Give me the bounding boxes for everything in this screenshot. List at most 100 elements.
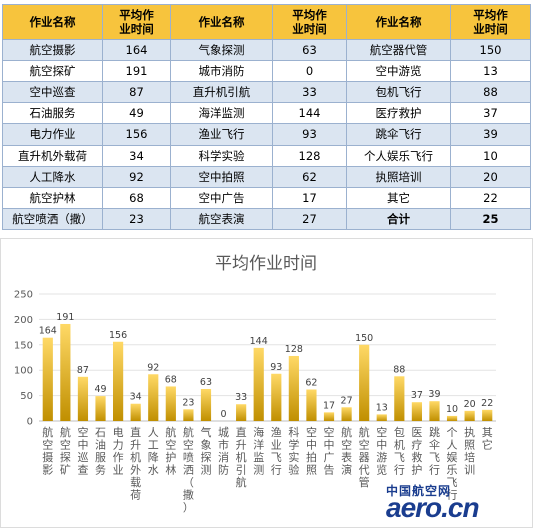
bar-chart: 平均作业时间 0 50 100 150 200 250 164 航空摄影 191 航空探矿 87 空中巡… (0, 238, 533, 528)
avg-time-cell: 33 (272, 81, 347, 104)
avg-time-cell: 128 (272, 144, 347, 167)
activity-name-cell: 航空摄影 (2, 38, 103, 62)
x-tick-label: 渔业飞行 (271, 426, 282, 477)
avg-time-cell: 191 (102, 60, 171, 83)
x-tick-label: 空中广告 (324, 425, 335, 477)
x-tick-label: 人工降水 (148, 426, 159, 477)
data-label: 23 (182, 397, 194, 408)
activity-name-cell: 包机飞行 (346, 81, 451, 104)
data-label: 92 (147, 362, 159, 373)
activity-name-cell: 医疗救护 (346, 102, 451, 125)
activity-name-cell: 航空护林 (2, 186, 103, 209)
x-tick-label: 医疗救护 (411, 426, 422, 477)
data-label: 0 (221, 409, 227, 420)
header-time-2: 平均作 业时间 (272, 4, 347, 40)
activity-name-cell: 航空器代管 (346, 38, 451, 62)
x-tick-label: 包机飞行 (394, 426, 405, 477)
avg-time-cell: 150 (450, 38, 531, 62)
x-tick-label: 航空摄影 (42, 425, 53, 477)
activity-name-cell: 跳伞飞行 (346, 123, 451, 146)
data-label: 20 (464, 399, 476, 410)
x-tick-label: 航空探矿 (60, 425, 71, 477)
activity-name-cell: 航空表演 (170, 207, 273, 231)
data-label: 62 (305, 378, 317, 389)
avg-time-cell: 62 (272, 165, 347, 188)
bar (183, 409, 194, 421)
x-tick-label: 其它 (482, 426, 493, 452)
data-label: 17 (323, 400, 335, 411)
avg-time-cell: 10 (450, 144, 531, 167)
activity-name-cell: 空中拍照 (170, 165, 273, 188)
data-label: 68 (165, 374, 177, 385)
x-tick-label: 跳伞飞行 (429, 425, 440, 477)
avg-time-cell: 34 (102, 144, 171, 167)
activity-name-cell: 空中广告 (170, 186, 273, 209)
data-label: 37 (411, 390, 423, 401)
avg-time-cell: 87 (102, 81, 171, 104)
table-header-row: 作业名称 平均作 业时间 作业名称 平均作 业时间 作业名称 平均作 业时间 (2, 4, 531, 40)
bar (288, 355, 299, 421)
data-label: 39 (428, 389, 440, 400)
data-label: 144 (250, 336, 268, 347)
bar (130, 403, 141, 421)
avg-time-cell: 63 (272, 38, 347, 62)
activity-name-cell: 城市消防 (170, 60, 273, 83)
activity-name-cell: 空中巡查 (2, 81, 103, 104)
bar (60, 323, 71, 421)
bar (306, 389, 317, 421)
data-label: 128 (285, 344, 303, 355)
data-label: 191 (56, 312, 74, 323)
bar (464, 410, 475, 421)
watermark-en: aero.cn (386, 492, 480, 523)
table-row: 航空喷洒（撒） 23 航空表演 27 合计 25 (2, 207, 531, 231)
x-tick-label: 直升机外载荷 (130, 425, 141, 502)
avg-time-cell: 92 (102, 165, 171, 188)
avg-time-cell: 93 (272, 123, 347, 146)
bar (341, 407, 352, 421)
avg-time-cell: 17 (272, 186, 347, 209)
avg-time-cell: 20 (450, 165, 531, 188)
x-tick-label: 空中游览 (376, 425, 387, 477)
activity-name-cell: 渔业飞行 (170, 123, 273, 146)
activity-name-cell: 直升机外载荷 (2, 144, 103, 167)
x-tick-label: 执照培训 (464, 425, 475, 477)
activity-name-cell: 航空探矿 (2, 60, 103, 83)
activity-name-cell: 直升机引航 (170, 81, 273, 104)
avg-time-cell: 13 (450, 60, 531, 83)
data-label: 93 (270, 362, 282, 373)
data-label: 22 (481, 398, 493, 409)
activity-name-cell: 航空喷洒（撒） (2, 207, 103, 231)
bar (446, 415, 458, 421)
activity-name-cell: 海洋监测 (170, 102, 273, 125)
x-tick-label: 石油服务 (95, 426, 106, 477)
avg-time-cell: 49 (102, 102, 171, 125)
avg-time-cell: 37 (450, 102, 531, 125)
bar (411, 402, 423, 421)
activity-name-cell: 其它 (346, 186, 451, 209)
table-row: 航空摄影 164 气象探测 63 航空器代管 150 (2, 38, 531, 62)
y-tick-label: 150 (14, 340, 33, 351)
activity-name-cell: 空中游览 (346, 60, 451, 83)
data-label: 13 (376, 402, 388, 413)
bar (42, 337, 53, 421)
x-tick-label: 电力作业 (113, 426, 124, 477)
bar (77, 376, 89, 421)
data-label: 88 (393, 364, 405, 375)
activity-name-cell: 执照培训 (346, 165, 451, 188)
x-tick-label: 航空表演 (341, 425, 352, 477)
y-tick-label: 0 (27, 417, 33, 428)
watermark-cn: 中国航空网 (386, 484, 452, 498)
table-row: 航空护林 68 空中广告 17 其它 22 (2, 186, 531, 209)
work-time-table: 作业名称 平均作 业时间 作业名称 平均作 业时间 作业名称 平均作 业时间 航空摄影… (2, 4, 531, 231)
y-tick-label: 50 (20, 391, 33, 402)
bar (394, 376, 405, 421)
bar (165, 386, 176, 421)
header-activity-3: 作业名称 (346, 4, 451, 40)
data-label: 164 (39, 326, 57, 337)
x-tick-label: 海洋监测 (253, 425, 264, 477)
x-tick-label: 气象探测 (200, 425, 211, 477)
table-row: 航空探矿 191 城市消防 0 空中游览 13 (2, 60, 531, 83)
bar (236, 404, 247, 421)
header-activity-1: 作业名称 (2, 4, 103, 40)
bar (253, 347, 264, 421)
